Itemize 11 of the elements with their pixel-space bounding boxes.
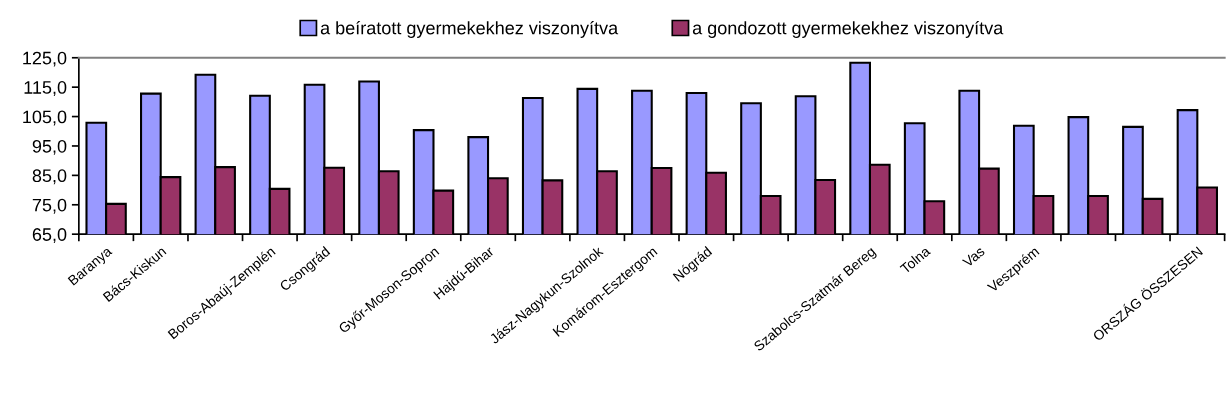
y-tick-label: 125,0 — [23, 51, 67, 67]
y-tick-label: 65,0 — [32, 228, 67, 244]
y-tick-label: 85,0 — [32, 169, 67, 185]
x-tick-label: Tolna — [899, 245, 932, 275]
legend-label: a beíratott gyermekekhez viszonyítva — [320, 20, 619, 38]
x-tick-label: Vas — [961, 246, 986, 268]
y-tick-label: 95,0 — [32, 139, 67, 155]
legend-label: a gondozott gyermekekhez viszonyítva — [692, 20, 1004, 38]
y-tick-label: 115,0 — [24, 81, 67, 96]
y-tick-label: 75,0 — [32, 198, 67, 214]
y-tick-label: 105,0 — [23, 110, 67, 126]
